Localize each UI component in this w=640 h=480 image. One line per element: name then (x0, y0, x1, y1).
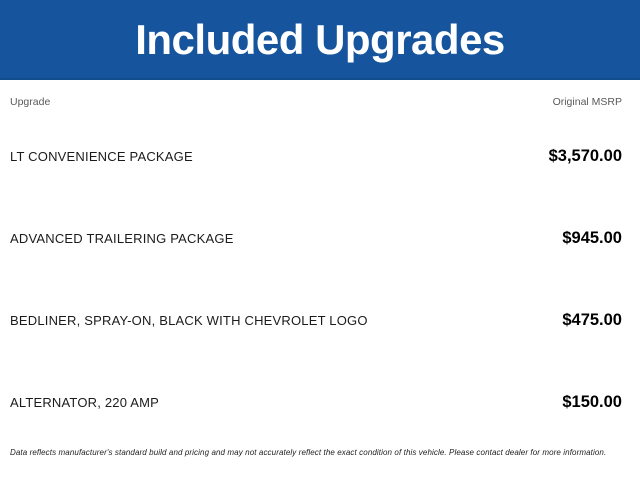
upgrade-msrp: $945.00 (562, 228, 622, 247)
table-header-row: Upgrade Original MSRP (0, 96, 640, 108)
table-body: LT CONVENIENCE PACKAGE $3,570.00 ADVANCE… (0, 115, 640, 443)
upgrade-name: LT CONVENIENCE PACKAGE (10, 148, 193, 164)
upgrade-msrp: $475.00 (562, 310, 622, 329)
upgrade-name: BEDLINER, SPRAY-ON, BLACK WITH CHEVROLET… (10, 312, 368, 328)
upgrade-msrp: $150.00 (562, 392, 622, 411)
upgrade-msrp: $3,570.00 (548, 146, 622, 165)
table-row: ALTERNATOR, 220 AMP $150.00 (0, 361, 640, 443)
upgrade-name: ADVANCED TRAILERING PACKAGE (10, 230, 234, 246)
table-row: LT CONVENIENCE PACKAGE $3,570.00 (0, 115, 640, 197)
header-banner: Included Upgrades (0, 0, 640, 80)
disclaimer-text: Data reflects manufacturer's standard bu… (10, 448, 607, 457)
column-header-upgrade: Upgrade (10, 96, 51, 108)
table-row: BEDLINER, SPRAY-ON, BLACK WITH CHEVROLET… (0, 279, 640, 361)
upgrades-table: Upgrade Original MSRP LT CONVENIENCE PAC… (0, 96, 640, 443)
table-row: ADVANCED TRAILERING PACKAGE $945.00 (0, 197, 640, 279)
column-header-original-msrp: Original MSRP (552, 96, 622, 108)
upgrade-name: ALTERNATOR, 220 AMP (10, 394, 160, 410)
page-title: Included Upgrades (135, 16, 505, 63)
